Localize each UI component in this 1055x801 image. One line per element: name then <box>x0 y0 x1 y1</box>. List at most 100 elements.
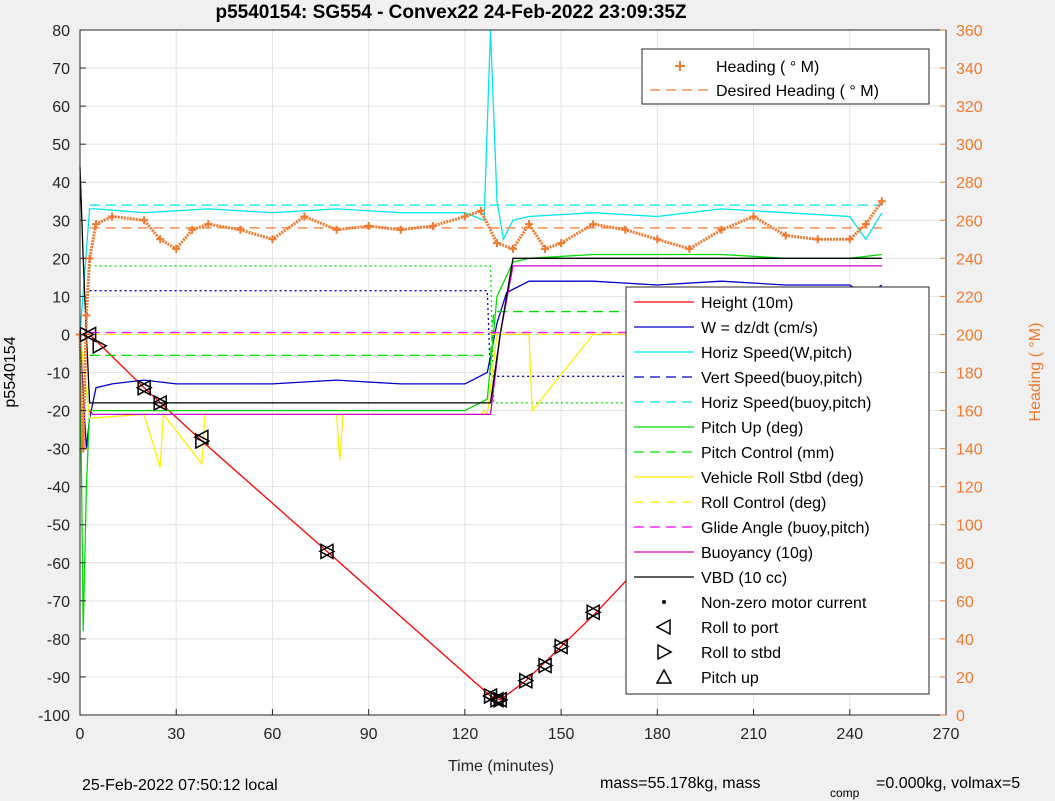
y-tick-label: -80 <box>47 632 70 649</box>
series-vbd-10-cc <box>79 166 882 404</box>
y2-tick-label: 300 <box>956 137 983 154</box>
heading-point <box>156 235 165 244</box>
legend-main-label: Non-zero motor current <box>701 595 867 612</box>
x-axis: 0 30 60 90 120 150 180 210 240 270 <box>76 709 959 743</box>
heading-point <box>525 220 534 229</box>
heading-point <box>845 235 854 244</box>
y2-tick-label: 160 <box>956 404 983 421</box>
heading-point <box>685 244 694 253</box>
y2-tick-label: 80 <box>956 556 974 573</box>
heading-point <box>717 225 726 234</box>
footer-mass-main: mass=55.178kg, mass <box>600 775 761 792</box>
legend-main-label: W = dz/dt (cm/s) <box>701 320 818 337</box>
y2-tick-label: 280 <box>956 175 983 192</box>
marker-tri-right <box>153 394 169 412</box>
legend-main: Height (10m) W = dz/dt (cm/s) Horiz Speed(… <box>625 286 930 695</box>
x-tick-label: 0 <box>76 726 85 743</box>
y-tick-label: 70 <box>52 61 70 78</box>
y-tick-label: -90 <box>47 670 70 687</box>
heading-point <box>541 244 550 253</box>
marker-tri-left <box>193 428 209 446</box>
heading-point <box>236 225 245 234</box>
y2-tick-label: 40 <box>956 632 974 649</box>
y-tick-label: -10 <box>47 366 70 383</box>
marker-tri-right <box>538 657 554 674</box>
x-tick-label: 30 <box>167 726 185 743</box>
legend-main-label: Vert Speed(buoy,pitch) <box>701 370 863 387</box>
marker-tri-right <box>493 691 509 709</box>
y-axis: -100-90-80-70-60-50-40-30-20-10010203040… <box>38 23 86 725</box>
marker-tri-right <box>137 379 153 396</box>
legend-main-box <box>625 286 930 695</box>
y2-tick-label: 180 <box>956 366 983 383</box>
series-buoyancy-10g <box>89 265 882 416</box>
marker-tri-right <box>554 638 570 655</box>
legend-main-label: Roll to stbd <box>701 645 781 662</box>
y-tick-label: 0 <box>61 327 70 344</box>
y-tick-label: 10 <box>52 289 70 306</box>
heading-point <box>877 197 886 206</box>
y2-tick-label: 220 <box>956 289 983 306</box>
y2-tick-label: 260 <box>956 213 983 230</box>
series-w-dz-dt-cm-s <box>79 280 883 449</box>
heading-point <box>364 221 373 230</box>
heading-point <box>396 225 405 234</box>
legend-main-label: Height (10m) <box>701 295 793 312</box>
y-tick-label: -20 <box>47 404 70 421</box>
heading-point <box>621 225 630 234</box>
y-tick-label: 20 <box>52 251 70 268</box>
heading-point <box>509 244 517 253</box>
x-tick-label: 150 <box>548 726 575 743</box>
marker-tri-left <box>81 326 97 343</box>
y2-axis-label: Heading ( °M) <box>1027 323 1044 422</box>
x-tick-label: 210 <box>740 726 767 743</box>
y-axis-label: p5540154 <box>2 336 19 407</box>
y2-tick-label: 20 <box>956 670 974 687</box>
legend-swatch <box>675 61 685 71</box>
x-axis-label: Time (minutes) <box>448 758 554 775</box>
heading-point <box>460 212 469 221</box>
legend-main-label: Vehicle Roll Stbd (deg) <box>701 470 864 487</box>
y-tick-label: -60 <box>47 556 70 573</box>
legend-swatch <box>657 643 673 661</box>
y2-tick-label: 100 <box>956 518 983 535</box>
y2-tick-label: 200 <box>956 327 983 344</box>
y-tick-label: 30 <box>52 213 70 230</box>
y2-axis: 0 20 40 60 80 100 120 140 160 180 200 220 240 260 280 3… <box>940 23 983 725</box>
heading-point <box>813 235 822 244</box>
y2-tick-label: 120 <box>956 480 983 497</box>
series-layer <box>76 29 886 701</box>
y2-tick-label: 340 <box>956 61 983 78</box>
heading-point <box>172 244 181 253</box>
heading-point <box>557 239 566 248</box>
y-tick-label: -30 <box>47 442 70 459</box>
legend-heading-label: Heading ( ° M) <box>716 59 819 76</box>
marker-tri-right <box>92 337 108 355</box>
y-tick-label: -100 <box>38 708 70 725</box>
heading-point <box>332 225 341 234</box>
legend-main-label: Horiz Speed(W,pitch) <box>701 345 852 362</box>
legend-swatch <box>655 618 671 636</box>
heading-point <box>861 220 870 229</box>
heading-point <box>300 212 309 221</box>
heading-point <box>108 212 117 221</box>
heading-point <box>92 220 101 229</box>
heading-point <box>268 235 277 244</box>
heading-point <box>204 220 213 229</box>
marker-tri-right <box>490 691 506 709</box>
y2-tick-label: 360 <box>956 23 983 40</box>
series-horiz-speed-w-pitch <box>79 29 883 335</box>
heading-point <box>492 239 501 248</box>
legend-main-label: VBD (10 cc) <box>701 570 787 587</box>
legend-main-label: Horiz Speed(buoy,pitch) <box>701 395 871 412</box>
heading-point <box>82 311 91 320</box>
x-tick-label: 240 <box>836 726 863 743</box>
heading-point <box>140 216 149 225</box>
legend-heading-label: Desired Heading ( ° M) <box>716 83 879 100</box>
heading-point <box>653 235 662 244</box>
y2-tick-label: 140 <box>956 442 983 459</box>
legend-main-label: Pitch Control (mm) <box>701 445 834 462</box>
heading-point <box>781 231 790 240</box>
footer-local-time: 25-Feb-2022 07:50:12 local <box>82 777 278 794</box>
